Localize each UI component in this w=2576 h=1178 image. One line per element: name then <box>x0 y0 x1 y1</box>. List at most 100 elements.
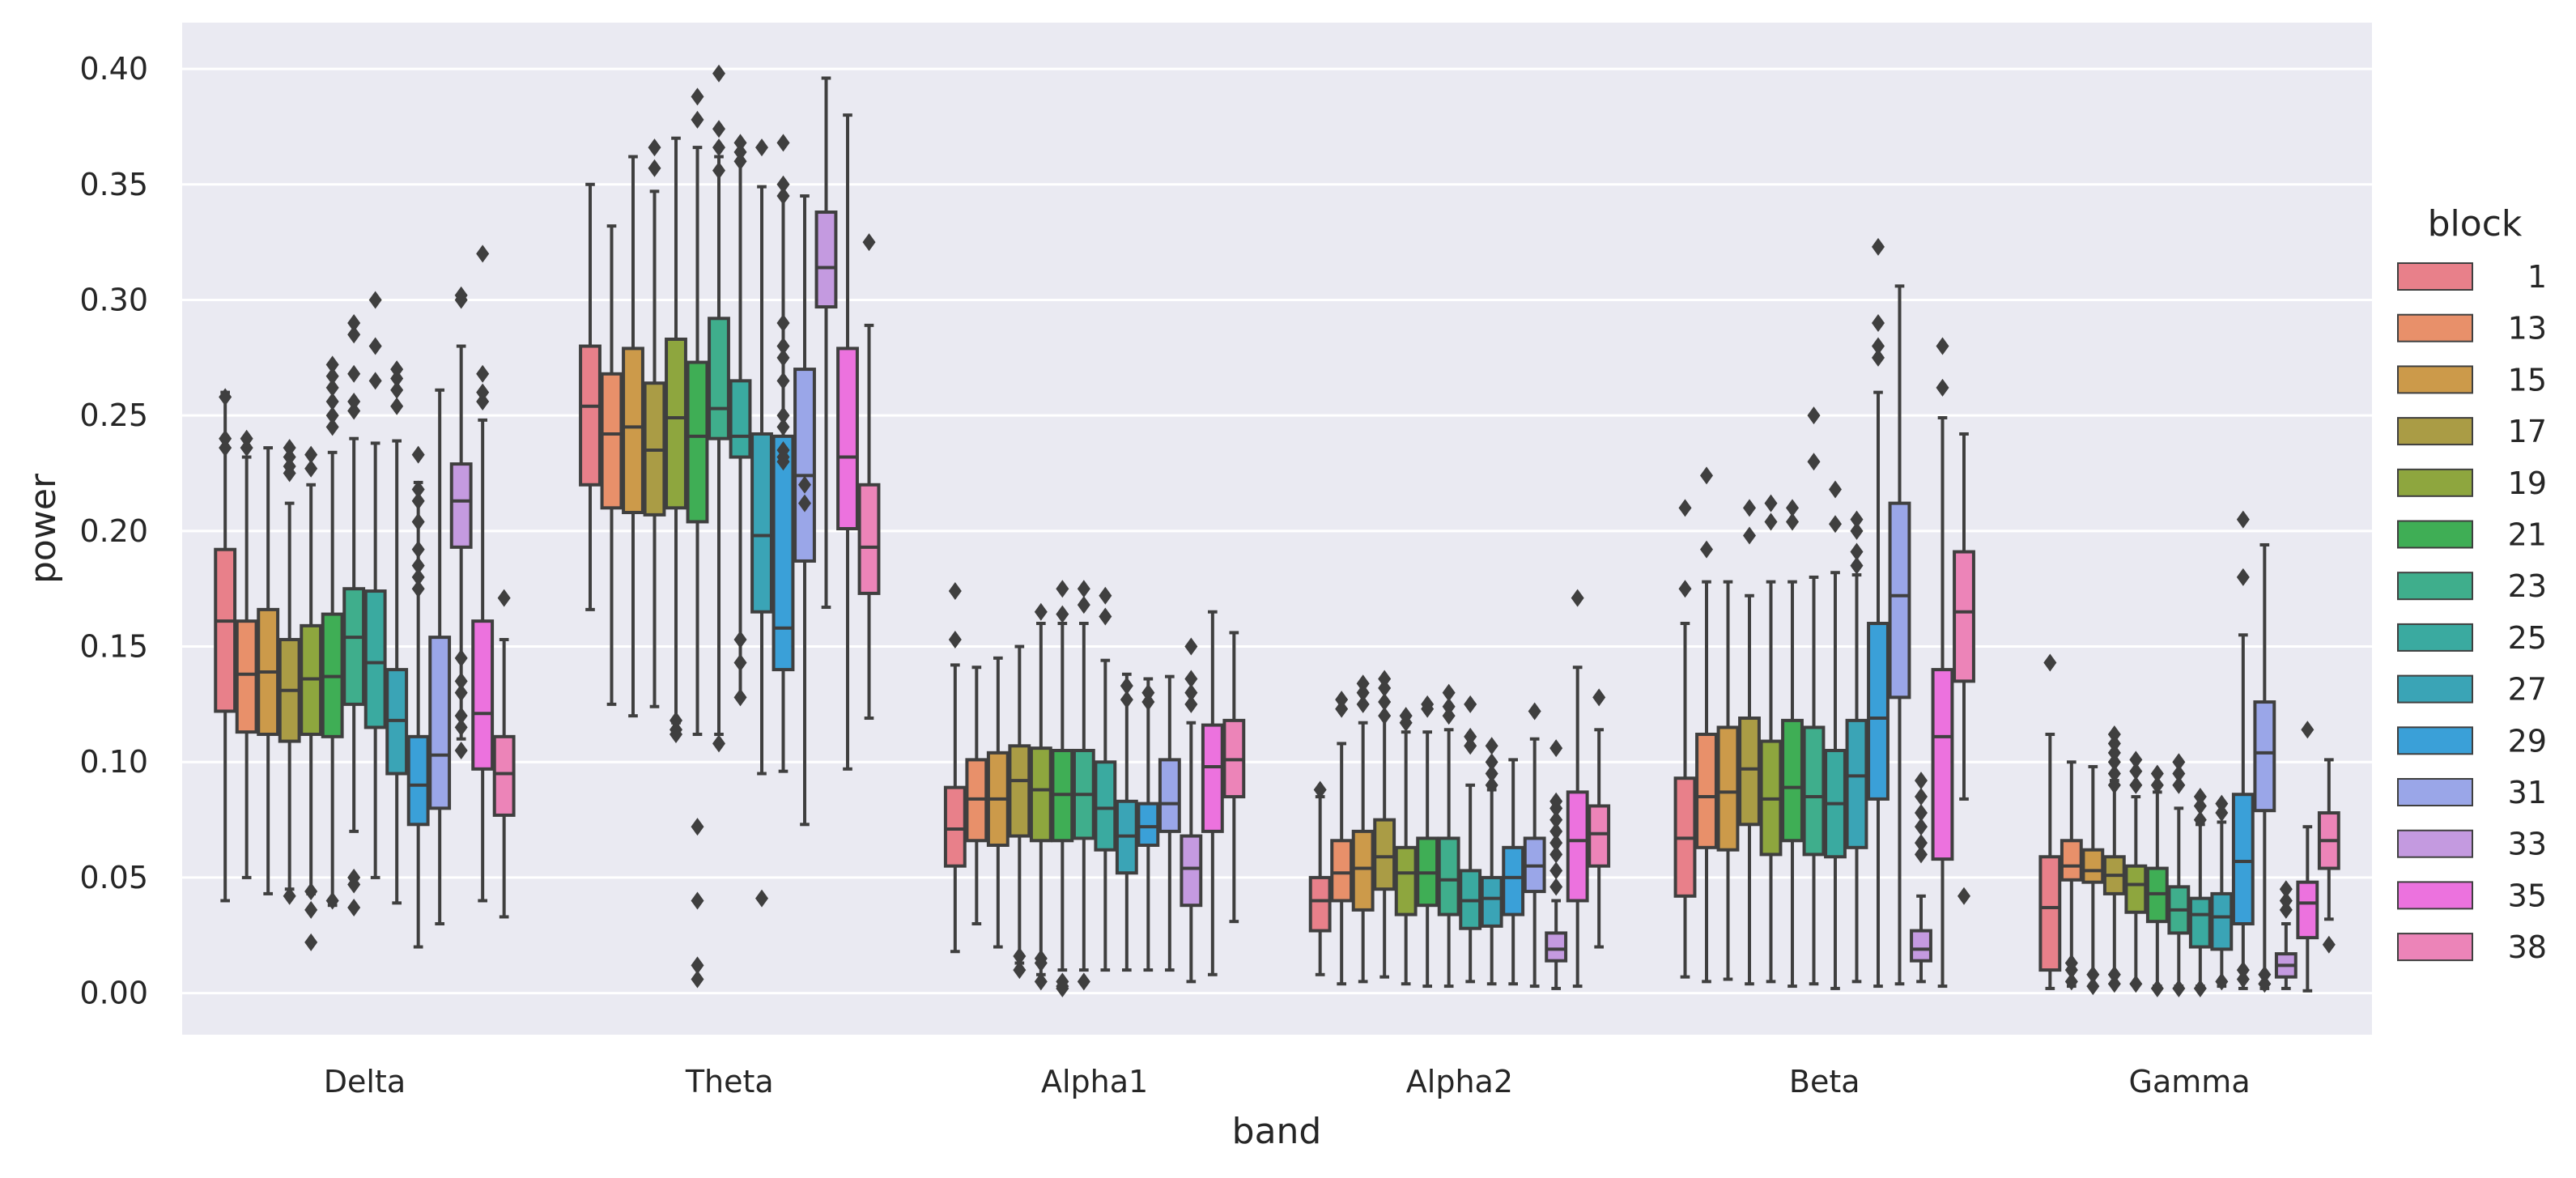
outlier-marker <box>2043 653 2057 672</box>
box-group <box>1953 432 1975 905</box>
legend-entry-label: 27 <box>2508 672 2547 708</box>
box-group <box>2317 758 2340 954</box>
outlier-marker <box>1120 677 1133 695</box>
outlier-marker <box>411 568 425 586</box>
outlier-marker <box>2279 891 2293 910</box>
box-group <box>1545 739 1568 990</box>
outlier-marker <box>390 360 404 379</box>
box-group <box>257 446 280 895</box>
outlier-marker <box>776 134 790 152</box>
box-group <box>600 224 623 706</box>
outlier-marker <box>325 891 339 910</box>
box <box>1094 760 1117 852</box>
outlier-marker <box>390 381 404 399</box>
box-group <box>428 388 452 926</box>
box-group <box>471 245 495 903</box>
box-group <box>1351 674 1375 984</box>
outlier-marker <box>1077 580 1090 598</box>
outlier-marker <box>733 653 747 672</box>
outlier-marker <box>1936 378 1949 397</box>
outlier-marker <box>2086 977 2100 996</box>
box-group <box>965 666 988 926</box>
outlier-marker <box>1464 737 1477 755</box>
box-group <box>1308 780 1332 976</box>
y-tick-label: 0.05 <box>79 860 148 895</box>
outlier-marker <box>1335 691 1349 709</box>
box <box>1480 875 1503 928</box>
outlier-marker <box>411 580 425 598</box>
outlier-marker <box>1915 845 1928 864</box>
legend-entry-label: 31 <box>2508 775 2547 810</box>
outlier-marker <box>2172 979 2186 997</box>
outlier-marker <box>670 721 682 739</box>
box <box>1201 723 1224 833</box>
outlier-marker <box>712 64 725 83</box>
outlier-marker <box>1399 707 1413 725</box>
outlier-marker <box>476 245 490 263</box>
outlier-marker <box>691 891 704 910</box>
outlier-marker <box>1915 772 1928 790</box>
box <box>235 619 258 734</box>
box-group <box>686 87 709 989</box>
outlier-marker <box>1528 702 1541 721</box>
outlier-marker <box>1442 683 1456 702</box>
box <box>622 347 644 515</box>
box-group <box>814 76 838 610</box>
legend-swatch <box>2397 468 2473 497</box>
box-group <box>857 233 881 721</box>
box-group <box>300 445 323 951</box>
outlier-marker <box>1184 637 1198 656</box>
box-group <box>1588 688 1611 949</box>
outlier-marker <box>1872 337 1885 355</box>
outlier-marker <box>219 439 232 457</box>
legend-swatch <box>2397 313 2473 342</box>
box <box>686 360 709 524</box>
box <box>492 734 516 817</box>
box-group <box>2124 751 2148 993</box>
outlier-marker <box>368 372 382 390</box>
legend-entry-label: 38 <box>2508 929 2547 965</box>
outlier-marker <box>2107 734 2121 753</box>
legend-swatch <box>2397 417 2473 446</box>
box <box>1330 839 1354 903</box>
outlier-marker <box>2129 776 2143 794</box>
box-group <box>1437 683 1460 989</box>
outlier-marker <box>325 367 339 385</box>
outlier-marker <box>691 970 704 989</box>
outlier-marker <box>712 734 725 753</box>
outlier-marker <box>1485 764 1498 783</box>
outlier-marker <box>347 364 361 383</box>
outlier-marker <box>2193 788 2207 806</box>
outlier-marker <box>1743 499 1756 517</box>
box <box>1953 550 1975 683</box>
outlier-marker <box>454 683 468 702</box>
box <box>1931 668 1954 861</box>
outlier-marker <box>1936 337 1949 355</box>
box <box>2060 839 2083 882</box>
outlier-marker <box>1335 700 1349 718</box>
box-group <box>1845 510 1868 984</box>
box-group <box>2296 721 2319 993</box>
outlier-marker <box>1056 605 1069 623</box>
outlier-marker <box>304 900 318 919</box>
outlier-marker <box>2236 568 2250 586</box>
box-group <box>1008 644 1031 980</box>
outlier-marker <box>2150 764 2164 783</box>
outlier-marker <box>1850 521 1864 540</box>
outlier-marker <box>1378 707 1392 725</box>
box <box>1502 845 1525 916</box>
box-group <box>1695 466 1718 984</box>
outlier-marker <box>2064 972 2078 991</box>
outlier-marker <box>733 630 747 649</box>
y-tick-label: 0.20 <box>79 513 148 549</box>
outlier-marker <box>2064 954 2078 972</box>
box <box>772 434 795 672</box>
outlier-marker <box>798 494 811 512</box>
box-group <box>772 134 795 773</box>
box <box>1351 829 1375 912</box>
box-group <box>1094 586 1117 972</box>
box-group <box>363 291 387 879</box>
outlier-marker <box>411 540 425 559</box>
y-axis-title: power <box>23 473 64 584</box>
